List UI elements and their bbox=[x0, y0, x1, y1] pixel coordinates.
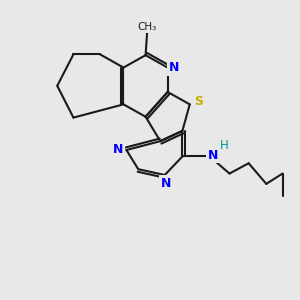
Text: CH₃: CH₃ bbox=[137, 22, 157, 32]
Text: N: N bbox=[208, 148, 218, 161]
Text: N: N bbox=[113, 143, 123, 157]
Text: H: H bbox=[220, 139, 229, 152]
Text: N: N bbox=[161, 177, 171, 190]
Text: S: S bbox=[194, 95, 203, 108]
Text: N: N bbox=[169, 61, 179, 74]
